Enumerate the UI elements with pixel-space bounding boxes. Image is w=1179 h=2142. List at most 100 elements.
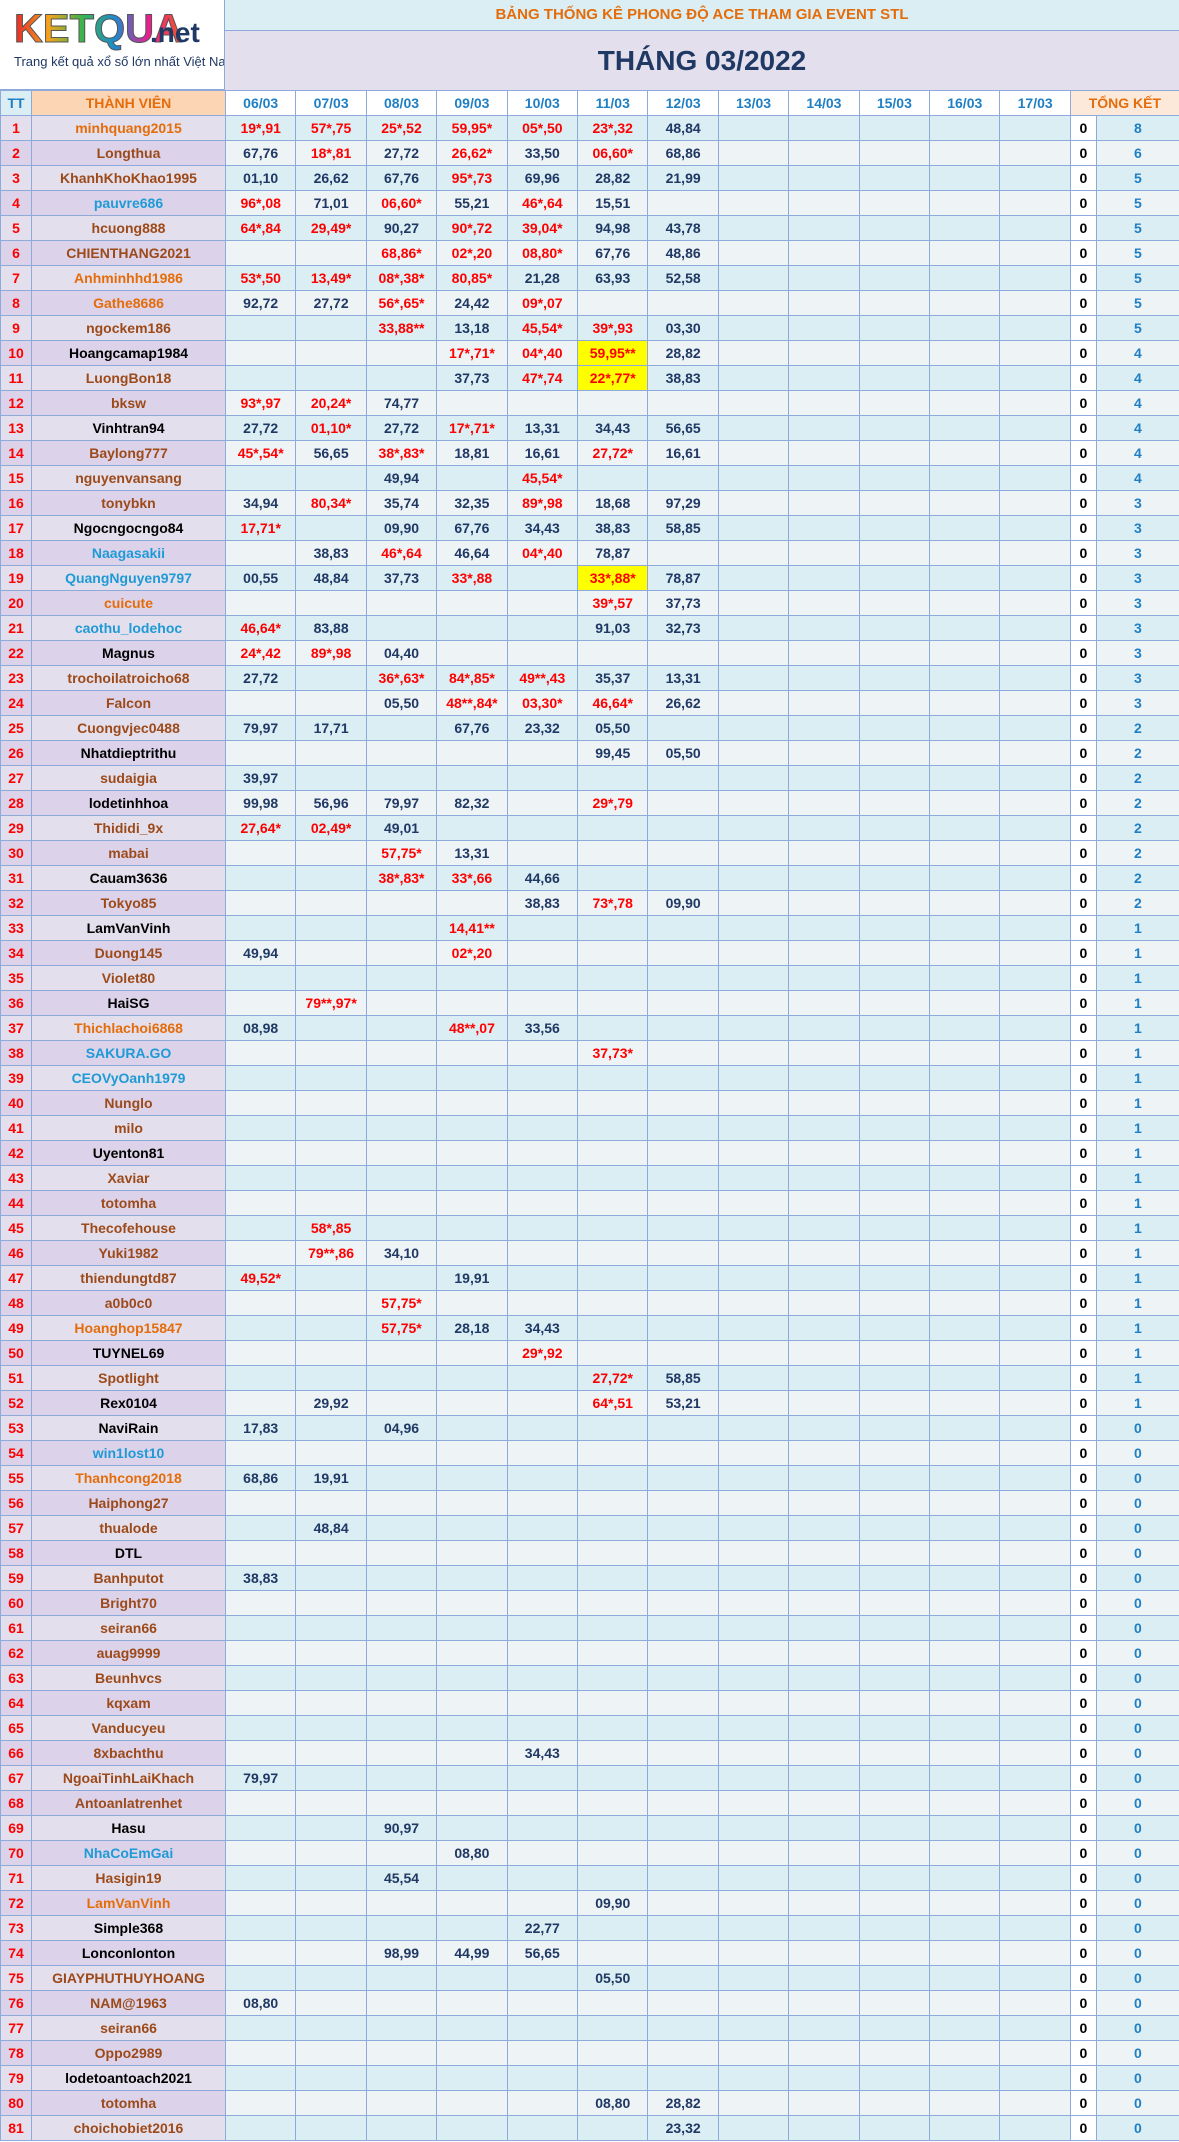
total: 5 bbox=[1095, 190, 1179, 216]
rank: 20 bbox=[0, 590, 32, 616]
member-row: 35 Violet80 0 1 bbox=[0, 965, 1179, 991]
empty-cell bbox=[929, 1240, 1001, 1266]
member-name: Thanhcong2018 bbox=[31, 1465, 226, 1491]
zero-count: 0 bbox=[1069, 1665, 1097, 1691]
zero-count: 0 bbox=[1069, 1840, 1097, 1866]
member-row: 36 HaiSG 79**,97* 0 1 bbox=[0, 990, 1179, 1016]
empty-cell bbox=[647, 765, 719, 791]
empty-cell bbox=[365, 1465, 438, 1491]
result-cell: 16,61 bbox=[647, 440, 719, 466]
member-row: 53 NaviRain 17,83 04,96 0 0 bbox=[0, 1415, 1179, 1441]
empty-cell bbox=[577, 1065, 649, 1091]
empty-cell bbox=[365, 1740, 438, 1766]
empty-cell bbox=[506, 1465, 579, 1491]
result-cell: 06,60* bbox=[365, 190, 438, 216]
rank: 7 bbox=[0, 265, 32, 291]
member-row: 12 bksw 93*,97 20,24* 74,77 0 4 bbox=[0, 390, 1179, 416]
empty-cell bbox=[365, 1540, 438, 1566]
empty-cell bbox=[506, 2015, 579, 2041]
empty-cell bbox=[788, 990, 860, 1016]
empty-cell bbox=[929, 890, 1001, 916]
empty-cell bbox=[577, 1490, 649, 1516]
empty-cell bbox=[929, 2090, 1001, 2116]
zero-count: 0 bbox=[1069, 765, 1097, 791]
member-name: Bright70 bbox=[31, 1590, 226, 1616]
total: 1 bbox=[1095, 1265, 1179, 1291]
empty-cell bbox=[858, 2015, 931, 2041]
member-row: 56 Haiphong27 0 0 bbox=[0, 1490, 1179, 1516]
empty-cell bbox=[858, 1790, 931, 1816]
result-cell: 38*,83* bbox=[365, 865, 438, 891]
empty-cell bbox=[788, 1940, 860, 1966]
empty-cell bbox=[788, 190, 860, 216]
result-cell: 56,96 bbox=[295, 790, 367, 816]
empty-cell bbox=[999, 140, 1071, 166]
total: 3 bbox=[1095, 490, 1179, 516]
empty-cell bbox=[224, 1690, 297, 1716]
total: 5 bbox=[1095, 315, 1179, 341]
empty-cell bbox=[788, 2115, 860, 2141]
empty-cell bbox=[295, 1015, 367, 1041]
result-cell: 58*,85 bbox=[295, 1215, 367, 1241]
empty-cell bbox=[717, 1290, 790, 1316]
empty-cell bbox=[647, 1940, 719, 1966]
empty-cell bbox=[295, 1865, 367, 1891]
result-cell: 64*,84 bbox=[224, 215, 297, 241]
empty-cell bbox=[224, 890, 297, 916]
empty-cell bbox=[999, 540, 1071, 566]
member-name: lodetoantoach2021 bbox=[31, 2065, 226, 2091]
empty-cell bbox=[577, 1540, 649, 1566]
result-cell: 21,99 bbox=[647, 165, 719, 191]
empty-cell bbox=[436, 1515, 508, 1541]
empty-cell bbox=[717, 515, 790, 541]
empty-cell bbox=[788, 1065, 860, 1091]
member-row: 51 Spotlight 27,72* 58,85 0 1 bbox=[0, 1365, 1179, 1391]
empty-cell bbox=[929, 615, 1001, 641]
empty-cell bbox=[365, 2015, 438, 2041]
empty-cell bbox=[999, 1015, 1071, 1041]
empty-cell bbox=[788, 815, 860, 841]
empty-cell bbox=[436, 2115, 508, 2141]
member-row: 10 Hoangcamap1984 17*,71* 04*,40 59,95** 28,8… bbox=[0, 340, 1179, 366]
result-cell: 05,50 bbox=[365, 690, 438, 716]
empty-cell bbox=[929, 1415, 1001, 1441]
member-row: 67 NgoaiTinhLaiKhach 79,97 0 0 bbox=[0, 1765, 1179, 1791]
result-cell: 46,64* bbox=[224, 615, 297, 641]
result-cell: 08*,38* bbox=[365, 265, 438, 291]
rank: 3 bbox=[0, 165, 32, 191]
empty-cell bbox=[436, 990, 508, 1016]
empty-cell bbox=[365, 990, 438, 1016]
empty-cell bbox=[858, 1440, 931, 1466]
empty-cell bbox=[647, 1315, 719, 1341]
result-cell: 69,96 bbox=[506, 165, 579, 191]
empty-cell bbox=[788, 865, 860, 891]
result-cell: 57,75* bbox=[365, 1290, 438, 1316]
empty-cell bbox=[858, 340, 931, 366]
member-row: 17 Ngocngocngo84 17,71* 09,90 67,76 34,43 38,8… bbox=[0, 515, 1179, 541]
result-cell: 83,88 bbox=[295, 615, 367, 641]
result-cell: 24,42 bbox=[436, 290, 508, 316]
empty-cell bbox=[858, 465, 931, 491]
empty-cell bbox=[647, 1865, 719, 1891]
empty-cell bbox=[999, 1990, 1071, 2016]
empty-cell bbox=[858, 1265, 931, 1291]
empty-cell bbox=[295, 1740, 367, 1766]
total: 3 bbox=[1095, 565, 1179, 591]
empty-cell bbox=[295, 2090, 367, 2116]
empty-cell bbox=[506, 1040, 579, 1066]
empty-cell bbox=[788, 1990, 860, 2016]
total: 0 bbox=[1095, 1740, 1179, 1766]
member-row: 64 kqxam 0 0 bbox=[0, 1690, 1179, 1716]
empty-cell bbox=[999, 215, 1071, 241]
member-name: Thecofehouse bbox=[31, 1215, 226, 1241]
result-cell: 04,40 bbox=[365, 640, 438, 666]
rank: 39 bbox=[0, 1065, 32, 1091]
empty-cell bbox=[224, 240, 297, 266]
empty-cell bbox=[224, 840, 297, 866]
zero-count: 0 bbox=[1069, 1965, 1097, 1991]
result-cell: 17*,71* bbox=[436, 340, 508, 366]
total: 1 bbox=[1095, 990, 1179, 1016]
empty-cell bbox=[788, 415, 860, 441]
result-cell: 74,77 bbox=[365, 390, 438, 416]
empty-cell bbox=[224, 2115, 297, 2141]
